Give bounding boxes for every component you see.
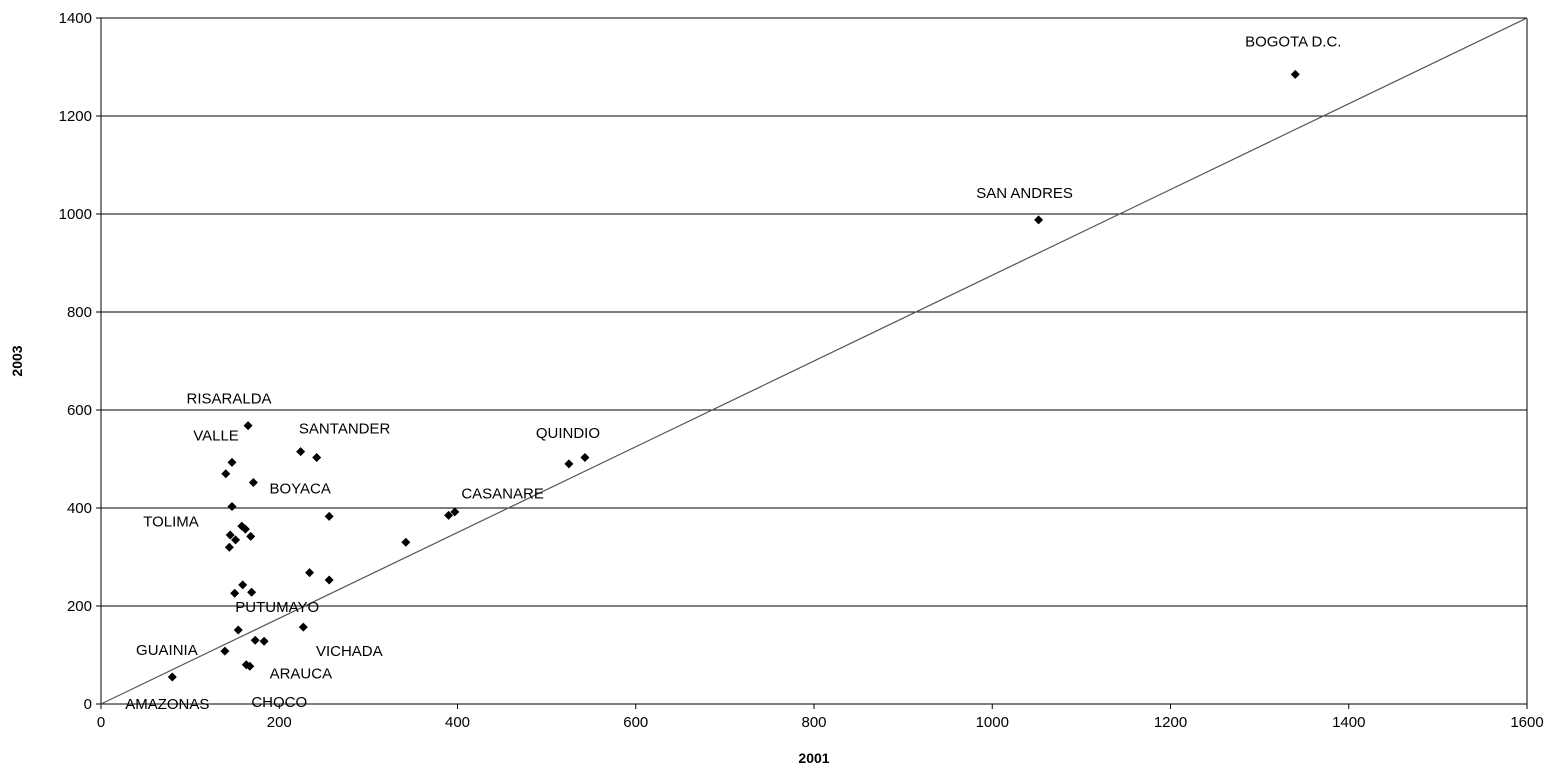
x-axis-title: 2001 [798,750,829,766]
data-point [564,459,574,469]
data-points [167,69,1300,682]
x-tick-label-1400: 1400 [1332,714,1365,731]
data-point [247,587,257,597]
y-tick-label-1200: 1200 [59,108,92,125]
data-point [238,580,248,590]
gridlines [101,17,1527,705]
y-tick-label-1400: 1400 [59,10,92,27]
data-point [296,447,306,457]
data-point [1034,215,1044,225]
point-label: PUTUMAYO [235,599,319,616]
data-point [324,575,334,585]
x-tick-label-0: 0 [97,714,105,731]
data-point [444,510,454,520]
data-point [580,453,590,463]
point-label: AMAZONAS [125,696,209,713]
y-axis-title: 2003 [9,345,25,376]
point-labels: BOGOTA D.C. SAN ANDRES RISARALDA VALLE SANTA… [125,33,1341,713]
y-tick-label-200: 200 [67,598,92,615]
point-label: ARAUCA [270,665,333,682]
y-tick-label-1000: 1000 [59,206,92,223]
y-tick-label-600: 600 [67,402,92,419]
x-tick-label-800: 800 [801,714,826,731]
data-point [1290,69,1300,79]
data-point [221,469,231,479]
point-label: TOLIMA [143,514,199,531]
x-tick-label-400: 400 [445,714,470,731]
data-point [305,568,315,578]
data-point [167,672,177,682]
data-point [231,535,241,545]
tick-labels: 0 200 400 600 800 1000 1200 1400 0 200 400 600 800 10… [59,10,1544,731]
data-point [450,507,460,517]
y-tick-label-0: 0 [84,696,92,713]
x-tick-label-1000: 1000 [976,714,1009,731]
data-point [246,531,256,541]
point-label: GUAINIA [136,642,198,659]
data-point [250,635,260,645]
point-label: SAN ANDRES [976,185,1073,202]
x-tick-label-1200: 1200 [1154,714,1187,731]
point-label: BOGOTA D.C. [1245,33,1341,50]
point-label: CHOCO [251,694,307,711]
data-point [224,542,234,552]
data-point [248,478,258,488]
point-label: CASANARE [461,485,544,502]
data-point [230,588,240,598]
reference-line [100,17,1528,705]
point-label: RISARALDA [187,391,272,408]
data-point [401,537,411,547]
y-tick-label-800: 800 [67,304,92,321]
data-point [312,453,322,463]
data-point [240,524,250,534]
point-label: VICHADA [316,643,383,660]
x-tick-label-600: 600 [623,714,648,731]
point-label: VALLE [193,427,239,444]
x-tick-label-1600: 1600 [1510,714,1543,731]
point-label: BOYACA [269,480,330,497]
data-point [298,622,308,632]
data-point [324,511,334,521]
point-label: QUINDIO [536,425,600,442]
data-point [243,421,253,431]
data-point [225,530,235,540]
data-point [227,457,237,467]
data-point [227,502,237,512]
data-point [241,660,251,670]
data-point [220,646,230,656]
data-point [259,636,269,646]
axes [96,17,1528,709]
y-tick-label-400: 400 [67,500,92,517]
x-tick-label-200: 200 [267,714,292,731]
point-label: SANTANDER [299,421,391,438]
data-point [233,625,243,635]
